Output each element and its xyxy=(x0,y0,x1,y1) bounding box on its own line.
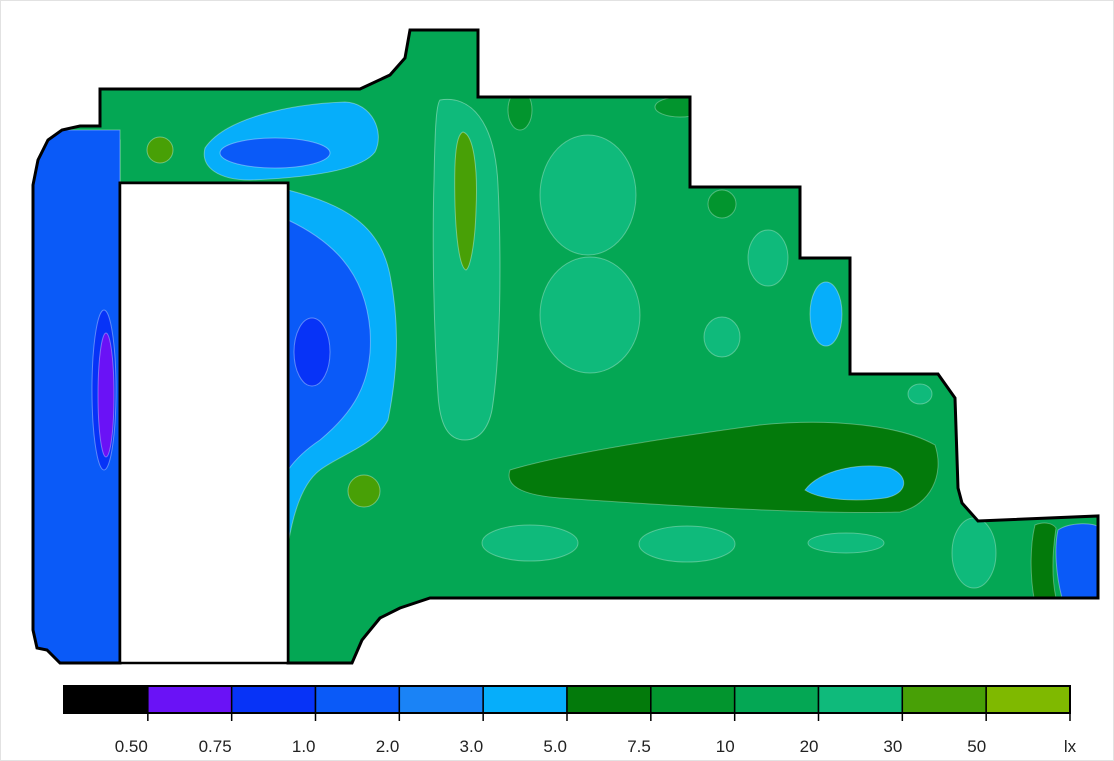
contour-region-right-notch-low xyxy=(809,281,843,347)
contour-band xyxy=(703,316,741,358)
colorbar-tick-label: 7.5 xyxy=(627,737,651,756)
contour-region-left-strip-minimum xyxy=(97,332,115,458)
contour-band xyxy=(907,383,933,405)
colorbar-bin xyxy=(566,685,652,714)
colorbar-tick-label: 0.50 xyxy=(115,737,148,756)
colorbar-bin xyxy=(63,685,149,714)
colorbar-tick-labels: 0.50 0.75 1.0 2.0 3.0 5.0 7.5 10 20 30 50 lx xyxy=(115,713,1077,756)
colorbar-bin xyxy=(398,685,484,714)
contour-region-far-right-low xyxy=(1055,523,1098,599)
colorbar-bin xyxy=(314,685,401,714)
colorbar-bin xyxy=(901,685,987,714)
colorbar-tick-label: 2.0 xyxy=(376,737,400,756)
contour-region-top-left-lobe-core xyxy=(219,137,331,169)
contour-region-hotspot-lower-left xyxy=(347,474,381,508)
contour-band xyxy=(807,532,885,554)
void-area xyxy=(118,181,290,665)
colorbar-tick-label: 50 xyxy=(967,737,986,756)
contour-band xyxy=(481,524,579,562)
colorbar-tick-label: 10 xyxy=(716,737,735,756)
colorbar-tick-label: 3.0 xyxy=(460,737,484,756)
contour-region-vertical-ridge-peak xyxy=(454,131,477,271)
contour-band xyxy=(747,229,789,287)
colorbar-bin xyxy=(147,685,233,714)
colorbar-bin xyxy=(985,685,1071,714)
contour-band xyxy=(1030,522,1057,599)
contour-band xyxy=(638,525,736,563)
contour-band xyxy=(539,134,637,256)
colorbar-bin xyxy=(482,685,568,714)
colorbar-bin xyxy=(733,685,820,714)
contour-band xyxy=(951,517,997,589)
colorbar-tick-label: 20 xyxy=(800,737,819,756)
colorbar-tick-label: 0.75 xyxy=(199,737,232,756)
contour-region-vertical-ridge xyxy=(432,98,501,441)
colorbar-tick-label: 1.0 xyxy=(292,737,316,756)
colorbar-legend xyxy=(63,685,1071,714)
colorbar-bin xyxy=(650,685,736,714)
colorbar-unit-label: lx xyxy=(1064,737,1077,756)
contour-band xyxy=(707,189,737,219)
colorbar-tick-label: 30 xyxy=(883,737,902,756)
contour-region-right-of-void-minimum xyxy=(293,317,331,387)
colorbar-tick-label: 5.0 xyxy=(543,737,567,756)
colorbar-bin xyxy=(230,685,317,714)
floor-plan-outline xyxy=(31,28,1100,665)
contour-region-left-strip xyxy=(33,129,121,663)
colorbar-bin xyxy=(817,685,904,714)
contour-band xyxy=(539,256,641,374)
contour-region-hotspot-top-left xyxy=(146,136,174,164)
contour-region-lower-right-low xyxy=(804,465,905,501)
